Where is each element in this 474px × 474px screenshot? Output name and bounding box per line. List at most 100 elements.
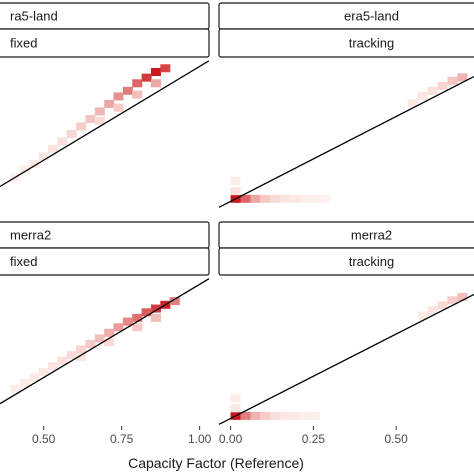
heatmap-cell xyxy=(447,76,458,85)
heatmap-cell xyxy=(250,194,261,203)
x-tick-label: 1.00 xyxy=(188,432,212,446)
heatmap-cell xyxy=(270,411,281,420)
heatmap-cell xyxy=(290,194,301,203)
heatmap-cell xyxy=(132,323,143,332)
x-tick-label: 0.75 xyxy=(110,432,134,446)
reference-line-y-equals-x xyxy=(219,75,474,208)
heatmap-cell xyxy=(310,194,321,203)
heatmap-cell xyxy=(280,194,291,203)
heatmap-cell xyxy=(104,338,115,347)
heatmap-cell xyxy=(270,194,281,203)
heatmap-cell xyxy=(230,176,241,185)
facet-panels: ra5-land fixed era5-land tracking merra2 fixe… xyxy=(0,2,474,446)
heatmap-cell xyxy=(94,116,105,125)
heatmap-cell xyxy=(94,107,105,116)
heatmap-cell xyxy=(29,373,40,382)
heatmap-cell xyxy=(319,194,330,203)
heatmap-cell xyxy=(407,98,418,107)
heatmap-cell xyxy=(230,187,241,196)
heatmap-cell xyxy=(160,64,171,73)
x-tick-label: 0.25 xyxy=(302,432,326,446)
strip-mount-box xyxy=(218,28,474,58)
heatmap-cell xyxy=(169,297,180,306)
heatmap-cell xyxy=(310,411,321,420)
heatmap-cell xyxy=(19,379,30,388)
strip-mount-label: tracking xyxy=(349,36,395,51)
facet-panel-era5-land-tracking: era5-land tracking xyxy=(218,2,474,209)
heatmap-cell xyxy=(240,194,251,203)
heatmap-cells xyxy=(230,292,468,420)
heatmap-cell xyxy=(280,411,291,420)
heatmap-cell xyxy=(437,301,448,310)
heatmap-cell xyxy=(94,334,105,343)
strip-mount-label: fixed xyxy=(10,36,37,51)
heatmap-cell xyxy=(19,165,30,174)
heatmap-cell xyxy=(240,411,251,420)
heatmap-cell xyxy=(113,323,124,332)
x-tick-label: 0.50 xyxy=(32,432,56,446)
heatmap-cell xyxy=(132,79,143,88)
heatmap-cell xyxy=(85,339,96,348)
strip-mount-label: fixed xyxy=(10,254,37,269)
strip-mount-box xyxy=(0,28,210,58)
heatmap-cell xyxy=(417,92,428,101)
heatmap-cell xyxy=(48,144,59,153)
heatmap-cell xyxy=(141,308,152,317)
reference-line-y-equals-x xyxy=(0,60,209,188)
heatmap-cell xyxy=(250,411,261,420)
heatmap-cell xyxy=(447,296,458,305)
heatmap-cell xyxy=(113,103,124,112)
heatmap-cell xyxy=(104,99,115,108)
x-tick-label: 0.00 xyxy=(219,432,243,446)
heatmap-cell xyxy=(260,411,271,420)
plot-background xyxy=(219,275,474,426)
strip-dataset-label: merra2 xyxy=(10,228,51,243)
heatmap-cell xyxy=(104,328,115,337)
heatmap-cell xyxy=(48,362,59,371)
heatmap-cell xyxy=(132,313,143,322)
heatmap-cell xyxy=(85,114,96,123)
heatmap-cell xyxy=(76,345,87,354)
strip-dataset-box xyxy=(218,221,474,249)
heatmap-cell xyxy=(427,306,438,315)
facet-panel-era5-land-fixed: ra5-land fixed xyxy=(0,2,210,209)
heatmap-cell xyxy=(230,404,241,413)
heatmap-cell xyxy=(122,317,133,326)
heatmap-cell xyxy=(66,129,77,138)
heatmap-cell xyxy=(141,73,152,82)
heatmap-cell xyxy=(132,90,143,99)
heatmap-cell xyxy=(427,86,438,95)
heatmap-cell xyxy=(38,367,49,376)
heatmap-cell xyxy=(150,68,161,77)
heatmap-cell xyxy=(113,92,124,101)
heatmap-cell xyxy=(457,292,468,301)
reference-line-y-equals-x xyxy=(219,293,474,425)
heatmap-cell xyxy=(57,137,68,146)
heatmap-cell xyxy=(437,81,448,90)
heatmap-cell xyxy=(76,122,87,131)
x-tick-label: 0.50 xyxy=(384,432,408,446)
strip-mount-label: tracking xyxy=(349,254,395,269)
heatmap-cell xyxy=(457,73,468,82)
facet-panel-merra2-tracking: merra2 tracking 0.00 0.25 0.50 xyxy=(218,221,474,446)
heatmap-cell xyxy=(29,159,40,168)
heatmap-cell xyxy=(230,394,241,403)
strip-dataset-label: era5-land xyxy=(344,9,399,24)
heatmap-cell xyxy=(150,304,161,313)
x-axis-title: Capacity Factor (Reference) xyxy=(128,455,304,471)
strip-dataset-label: ra5-land xyxy=(10,9,58,24)
strip-dataset-label: merra2 xyxy=(351,228,392,243)
heatmap-cell xyxy=(150,79,161,88)
heatmap-cell xyxy=(290,411,301,420)
heatmap-cell xyxy=(10,384,21,393)
strip-mount-box xyxy=(0,247,210,276)
facet-panel-merra2-fixed: merra2 fixed 0.50 0.75 1.00 xyxy=(0,221,212,446)
heatmap-cell xyxy=(76,353,87,362)
heatmap-cell xyxy=(260,194,271,203)
heatmap-cell xyxy=(38,152,49,161)
heatmap-cell xyxy=(417,311,428,320)
heatmap-cell xyxy=(57,356,68,365)
heatmap-cell xyxy=(66,351,77,360)
heatmap-cells xyxy=(10,64,171,182)
